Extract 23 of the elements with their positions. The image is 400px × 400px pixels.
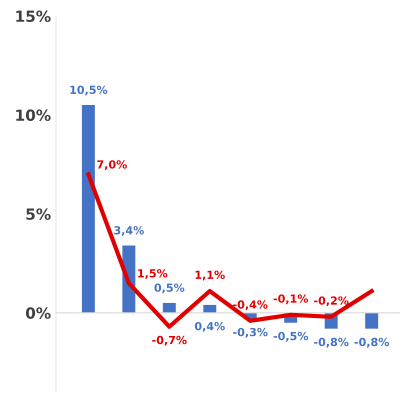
y-tick-label: 10% <box>16 109 51 121</box>
data-label: -0,8% <box>354 338 390 348</box>
data-label: 1,5% <box>138 269 168 279</box>
data-label: -0,2% <box>314 296 349 306</box>
bar <box>82 105 95 313</box>
data-label: 10,5% <box>70 86 108 96</box>
bar <box>162 302 176 313</box>
y-tick-label: 5% <box>26 208 51 220</box>
data-label: -0,1% <box>274 294 308 304</box>
bar <box>365 312 378 329</box>
data-label: 0,5% <box>154 283 184 294</box>
y-tick-label: 0% <box>26 307 51 319</box>
data-label: -0,4% <box>233 300 268 310</box>
data-label: 1,1% <box>196 270 225 280</box>
data-label: -0,7% <box>152 336 187 346</box>
data-label: 3,4% <box>114 226 144 236</box>
data-label: -0,3% <box>233 328 268 338</box>
data-label: -0,8% <box>314 338 349 348</box>
data-label: -0,5% <box>274 332 308 342</box>
bar <box>203 304 216 313</box>
y-tick-label: 15% <box>16 10 51 22</box>
data-label: 0,4% <box>194 322 225 332</box>
data-label: 7,0% <box>97 160 127 170</box>
